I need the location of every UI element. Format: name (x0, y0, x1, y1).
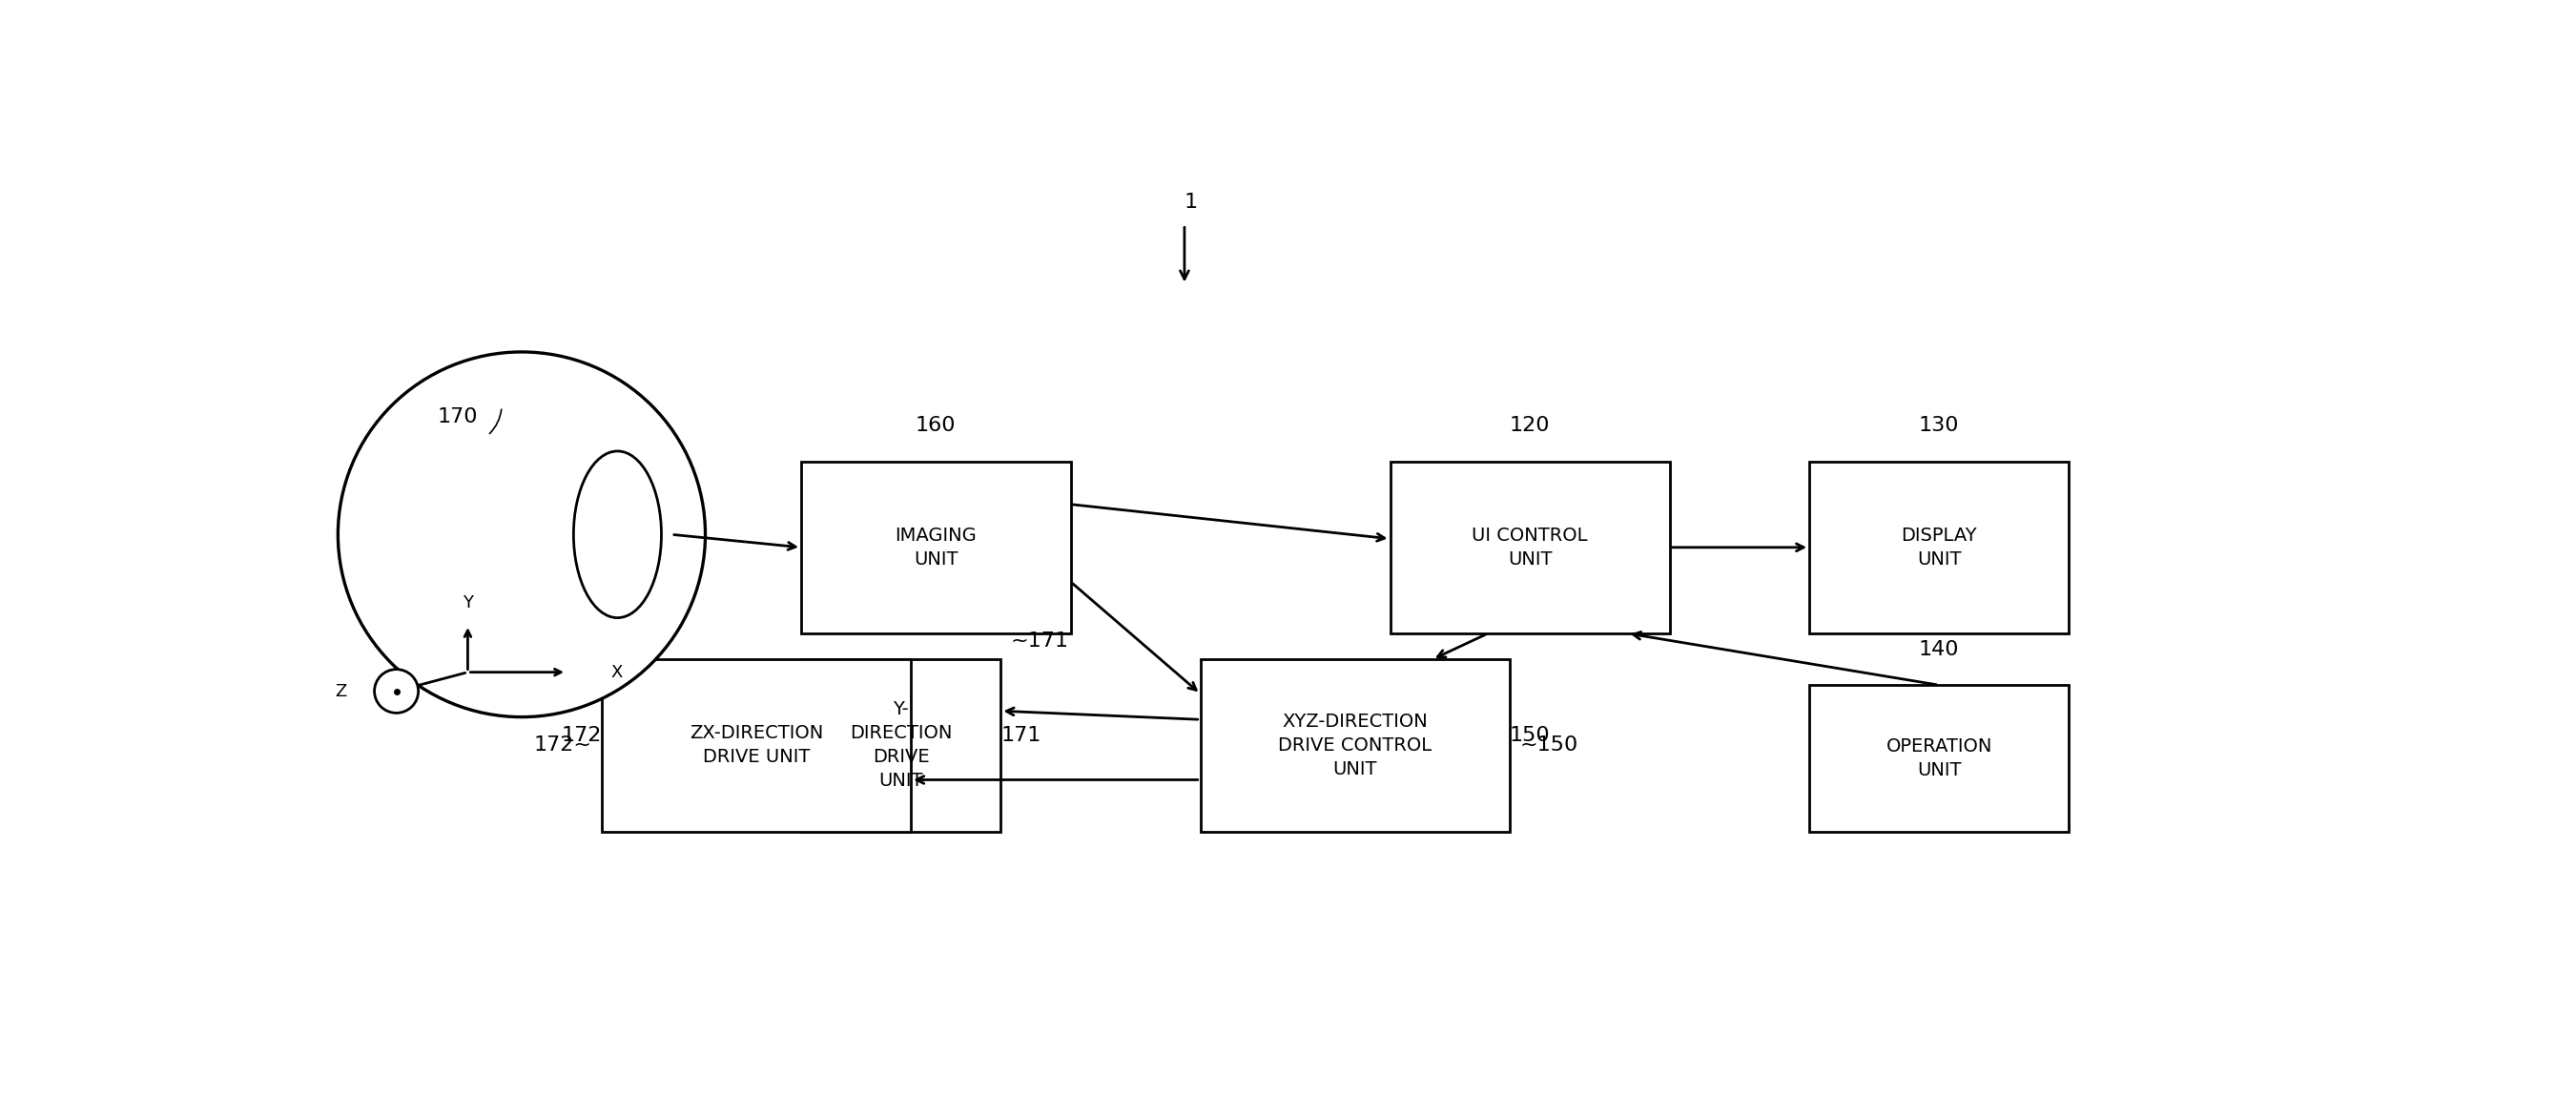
Text: Y-
DIRECTION
DRIVE
UNIT: Y- DIRECTION DRIVE UNIT (850, 701, 953, 790)
Text: Y: Y (464, 595, 474, 612)
Bar (801, 462, 1072, 634)
Ellipse shape (374, 670, 417, 713)
Bar (1808, 685, 2069, 832)
Text: 150: 150 (1510, 727, 1551, 746)
Text: XYZ-DIRECTION
DRIVE CONTROL
UNIT: XYZ-DIRECTION DRIVE CONTROL UNIT (1278, 712, 1432, 778)
Text: IMAGING
UNIT: IMAGING UNIT (894, 527, 976, 568)
Ellipse shape (337, 352, 706, 717)
Text: OPERATION
UNIT: OPERATION UNIT (1886, 737, 1991, 779)
Bar (603, 660, 912, 832)
Text: 160: 160 (914, 416, 956, 436)
Text: Z: Z (335, 683, 345, 700)
Text: ZX-DIRECTION
DRIVE UNIT: ZX-DIRECTION DRIVE UNIT (690, 724, 824, 766)
Bar (1808, 462, 2069, 634)
Text: 171: 171 (999, 727, 1041, 746)
Text: 140: 140 (1919, 641, 1960, 660)
Text: X: X (611, 664, 623, 681)
Bar (1391, 462, 1669, 634)
Text: 1: 1 (1185, 192, 1198, 211)
Text: ~150: ~150 (1520, 736, 1579, 755)
Text: 172: 172 (562, 727, 603, 746)
Text: 172~: 172~ (533, 736, 592, 755)
Ellipse shape (574, 452, 662, 618)
Text: UI CONTROL
UNIT: UI CONTROL UNIT (1471, 527, 1587, 568)
Bar (1200, 660, 1510, 832)
Bar (801, 660, 999, 832)
Text: DISPLAY
UNIT: DISPLAY UNIT (1901, 527, 1976, 568)
Text: ~171: ~171 (1010, 632, 1069, 651)
Text: 130: 130 (1919, 416, 1960, 436)
Text: 120: 120 (1510, 416, 1551, 436)
Text: 170: 170 (438, 408, 479, 427)
